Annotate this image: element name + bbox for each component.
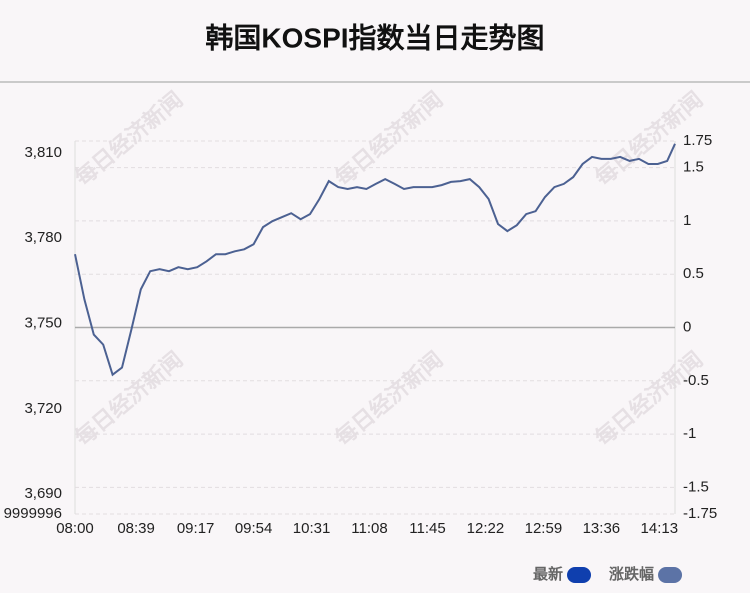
y2-tick-label: -1.75	[683, 505, 717, 522]
y2-tick-label: 1	[683, 212, 691, 229]
x-tick-label: 08:39	[117, 520, 155, 537]
y-tick-label: 3,720	[24, 400, 62, 417]
chart-title: 韩国KOSPI指数当日走势图	[205, 22, 544, 53]
y2-tick-label: -1.5	[683, 478, 709, 495]
y-tick-label: 3,690	[24, 485, 62, 502]
x-tick-label: 09:17	[177, 520, 215, 537]
x-tick-label: 11:08	[351, 520, 387, 537]
y-tick-label: 3,780	[24, 229, 62, 246]
y2-tick-label: -0.5	[683, 372, 709, 389]
y2-tick-label: -1	[683, 425, 696, 442]
legend-swatch	[658, 567, 683, 583]
y2-tick-label: 0.5	[683, 265, 704, 282]
y2-tick-label: 1.5	[683, 159, 704, 176]
y-tick-label: 9999996	[4, 505, 62, 522]
x-tick-label: 11:45	[409, 520, 445, 537]
x-tick-label: 13:36	[583, 520, 621, 537]
y2-tick-label: 1.75	[683, 132, 712, 149]
x-tick-label: 08:00	[56, 520, 94, 537]
legend-label: 最新	[533, 565, 563, 583]
legend-swatch	[567, 567, 592, 583]
x-tick-label: 12:22	[467, 520, 505, 537]
legend-label: 涨跌幅	[609, 565, 654, 583]
x-tick-label: 14:13	[641, 520, 679, 537]
y2-tick-label: 0	[683, 318, 691, 335]
price-line	[74, 143, 676, 377]
y-tick-label: 3,750	[24, 314, 62, 331]
x-tick-label: 10:31	[293, 520, 331, 537]
x-tick-label: 12:59	[525, 520, 563, 537]
y-tick-label: 3,810	[24, 144, 62, 161]
x-tick-label: 09:54	[235, 520, 273, 537]
